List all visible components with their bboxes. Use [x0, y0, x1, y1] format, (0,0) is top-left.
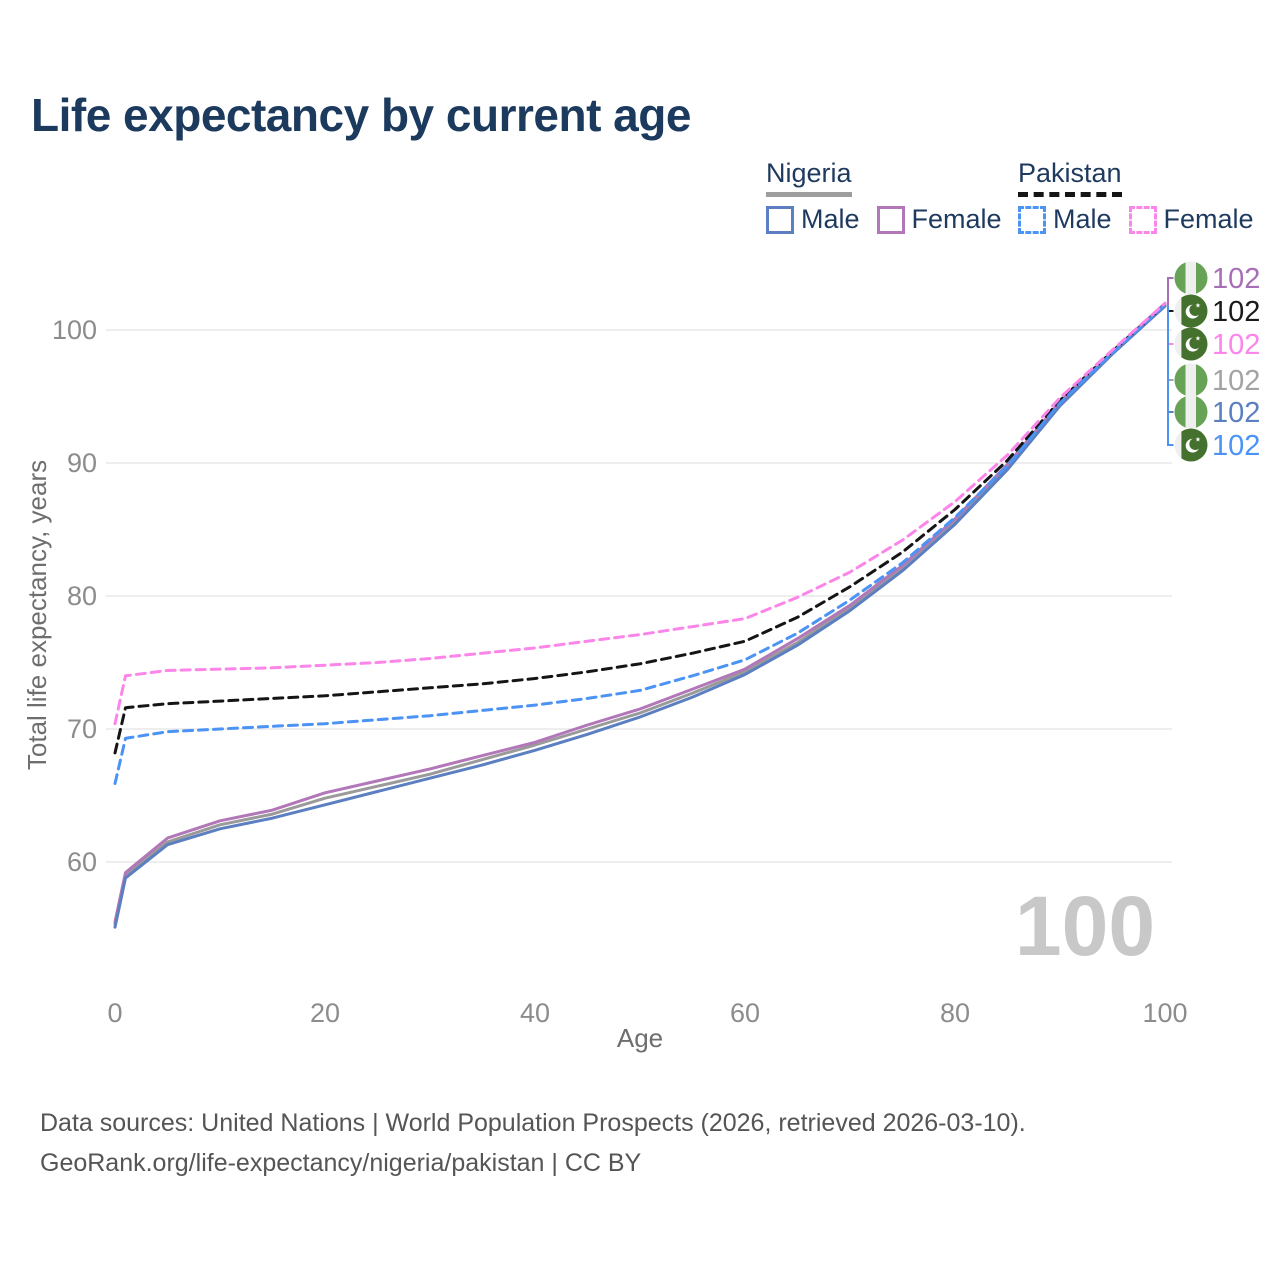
end-value-label: 102 — [1212, 263, 1260, 295]
pakistan-male-swatch-icon — [1018, 205, 1046, 234]
x-tick-label: 40 — [520, 998, 550, 1028]
pakistan-female-swatch-icon — [1128, 205, 1157, 234]
nigeria-male-swatch-icon — [766, 205, 794, 234]
callout-connector — [1167, 306, 1174, 446]
pakistan-flag-icon — [1174, 428, 1208, 462]
x-axis-title: Age — [617, 1023, 663, 1053]
footer-url: GeoRank.org/life-expectancy/nigeria/paki… — [40, 1149, 642, 1177]
callout-connector — [1167, 277, 1174, 306]
x-tick-label: 0 — [107, 998, 122, 1028]
nigeria-female-swatch-icon — [876, 205, 905, 234]
end-value-label: 102 — [1212, 365, 1260, 397]
series-lines — [113, 301, 1167, 929]
legend: Nigeria Male Female Pakistan Male — [0, 158, 1280, 248]
y-tick-label: 80 — [67, 581, 97, 611]
legend-label: Female — [1163, 204, 1254, 235]
gridlines — [106, 329, 1172, 863]
y-axis-title: Total life expectancy, years — [22, 460, 52, 770]
y-tick-label: 100 — [52, 315, 97, 345]
nigeria-flag-icon — [1174, 261, 1208, 295]
footer: Data sources: United Nations | World Pop… — [40, 1103, 1220, 1183]
series-line-nigeria — [113, 303, 1167, 926]
series-line-nigeria-male — [113, 304, 1167, 929]
pakistan-flag-icon — [1174, 294, 1208, 328]
legend-country-nigeria: Nigeria — [766, 158, 852, 198]
legend-item-pakistan-female[interactable]: Female — [1128, 204, 1271, 235]
legend-group-pakistan: Pakistan Male Female — [1018, 158, 1271, 235]
line-chart: 60 70 80 90 100 0 20 40 60 80 100 Total life expe… — [22, 261, 1260, 1053]
watermark-age-label: 100 — [1015, 879, 1155, 973]
series-line-pakistan-female — [113, 301, 1167, 726]
footer-sources: Data sources: United Nations | World Pop… — [40, 1109, 1026, 1137]
legend-group-nigeria: Nigeria Male Female — [766, 158, 1019, 235]
pakistan-flag-icon — [1174, 327, 1208, 361]
y-tick-label: 90 — [67, 448, 97, 478]
legend-label: Female — [911, 204, 1002, 235]
legend-item-pakistan-male[interactable]: Male — [1018, 204, 1129, 235]
end-value-label: 102 — [1212, 397, 1260, 429]
x-tick-label: 100 — [1142, 998, 1187, 1028]
end-value-label: 102 — [1212, 430, 1260, 462]
end-value-label: 102 — [1212, 296, 1260, 328]
y-tick-label: 70 — [67, 714, 97, 744]
nigeria-flag-icon — [1174, 395, 1208, 429]
y-tick-label: 60 — [67, 847, 97, 877]
x-tick-label: 60 — [730, 998, 760, 1028]
series-line-pakistan — [113, 303, 1167, 755]
page-title: Life expectancy by current age — [31, 89, 691, 141]
legend-label: Male — [801, 204, 860, 235]
x-tick-label: 20 — [310, 998, 340, 1028]
legend-label: Male — [1053, 204, 1112, 235]
legend-country-pakistan: Pakistan — [1018, 158, 1122, 198]
legend-item-nigeria-male[interactable]: Male — [766, 204, 877, 235]
end-value-label: 102 — [1212, 329, 1260, 361]
legend-item-nigeria-female[interactable]: Female — [876, 204, 1019, 235]
series-line-pakistan-male — [113, 303, 1167, 785]
nigeria-flag-icon — [1174, 363, 1208, 397]
x-tick-label: 80 — [940, 998, 970, 1028]
series-line-nigeria-female — [113, 301, 1167, 924]
